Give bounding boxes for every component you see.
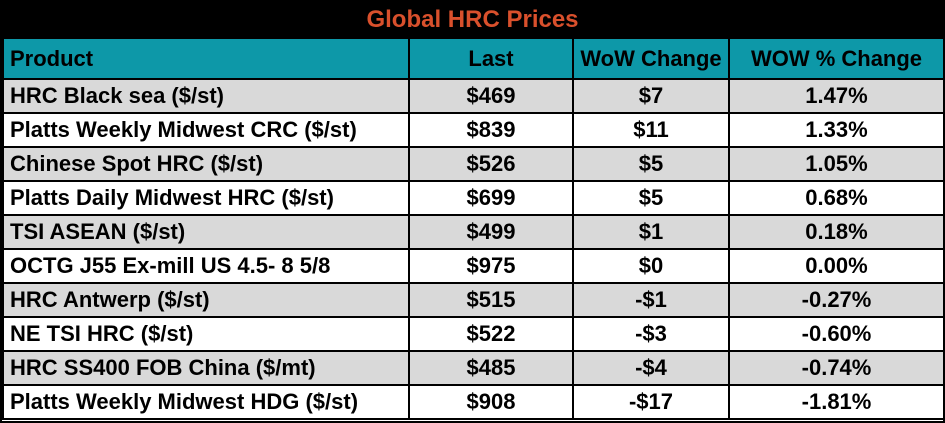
cell-last: $526 <box>408 146 574 182</box>
cell-wow-change: -$17 <box>572 384 730 420</box>
table-row: NE TSI HRC ($/st) $522 -$3 -0.60% <box>2 316 943 352</box>
cell-last: $499 <box>408 214 574 250</box>
cell-last: $469 <box>408 78 574 114</box>
cell-wow-pct-change: 0.00% <box>728 248 943 284</box>
cell-last: $485 <box>408 350 574 386</box>
table-row: HRC Antwerp ($/st) $515 -$1 -0.27% <box>2 282 943 318</box>
cell-wow-change: $5 <box>572 146 730 182</box>
cell-last: $699 <box>408 180 574 216</box>
cell-product: OCTG J55 Ex-mill US 4.5- 8 5/8 <box>2 248 410 284</box>
table-row: Platts Weekly Midwest CRC ($/st) $839 $1… <box>2 112 943 148</box>
table-row: OCTG J55 Ex-mill US 4.5- 8 5/8 $975 $0 0… <box>2 248 943 284</box>
cell-wow-pct-change: 1.05% <box>728 146 943 182</box>
table-row: TSI ASEAN ($/st) $499 $1 0.18% <box>2 214 943 250</box>
cell-product: NE TSI HRC ($/st) <box>2 316 410 352</box>
cell-wow-pct-change: -0.60% <box>728 316 943 352</box>
column-header-wow-change: WoW Change <box>572 37 730 80</box>
table-row: Platts Weekly Midwest HDG ($/st) $908 -$… <box>2 384 943 420</box>
table-row: HRC SS400 FOB China ($/mt) $485 -$4 -0.7… <box>2 350 943 386</box>
table-row: Platts Daily Midwest HRC ($/st) $699 $5 … <box>2 180 943 216</box>
cell-wow-pct-change: -0.27% <box>728 282 943 318</box>
cell-last: $522 <box>408 316 574 352</box>
table-row: Chinese Spot HRC ($/st) $526 $5 1.05% <box>2 146 943 182</box>
cell-wow-change: -$1 <box>572 282 730 318</box>
header-row: Product Last WoW Change WOW % Change <box>2 37 943 80</box>
cell-product: HRC Black sea ($/st) <box>2 78 410 114</box>
global-hrc-prices-table: Product Last WoW Change WOW % Change HRC… <box>2 37 943 420</box>
cell-wow-pct-change: -1.81% <box>728 384 943 420</box>
cell-wow-change: $1 <box>572 214 730 250</box>
cell-product: TSI ASEAN ($/st) <box>2 214 410 250</box>
table-row: HRC Black sea ($/st) $469 $7 1.47% <box>2 78 943 114</box>
cell-product: HRC SS400 FOB China ($/mt) <box>2 350 410 386</box>
cell-wow-change: $5 <box>572 180 730 216</box>
cell-product: Platts Weekly Midwest HDG ($/st) <box>2 384 410 420</box>
cell-wow-pct-change: 1.33% <box>728 112 943 148</box>
cell-wow-change: -$3 <box>572 316 730 352</box>
cell-last: $839 <box>408 112 574 148</box>
cell-wow-change: $0 <box>572 248 730 284</box>
cell-wow-change: -$4 <box>572 350 730 386</box>
cell-last: $908 <box>408 384 574 420</box>
cell-last: $975 <box>408 248 574 284</box>
cell-wow-change: $11 <box>572 112 730 148</box>
column-header-wow-pct-change: WOW % Change <box>728 37 943 80</box>
cell-wow-pct-change: 1.47% <box>728 78 943 114</box>
cell-product: Platts Weekly Midwest CRC ($/st) <box>2 112 410 148</box>
cell-wow-pct-change: 0.68% <box>728 180 943 216</box>
cell-wow-change: $7 <box>572 78 730 114</box>
column-header-last: Last <box>408 37 574 80</box>
cell-wow-pct-change: -0.74% <box>728 350 943 386</box>
table-header: Product Last WoW Change WOW % Change <box>2 37 943 80</box>
cell-product: HRC Antwerp ($/st) <box>2 282 410 318</box>
cell-product: Platts Daily Midwest HRC ($/st) <box>2 180 410 216</box>
table-body: HRC Black sea ($/st) $469 $7 1.47% Platt… <box>2 78 943 420</box>
table-title: Global HRC Prices <box>366 5 579 33</box>
column-header-product: Product <box>2 37 410 80</box>
cell-wow-pct-change: 0.18% <box>728 214 943 250</box>
cell-last: $515 <box>408 282 574 318</box>
cell-product: Chinese Spot HRC ($/st) <box>2 146 410 182</box>
title-bar: Global HRC Prices <box>2 2 943 37</box>
